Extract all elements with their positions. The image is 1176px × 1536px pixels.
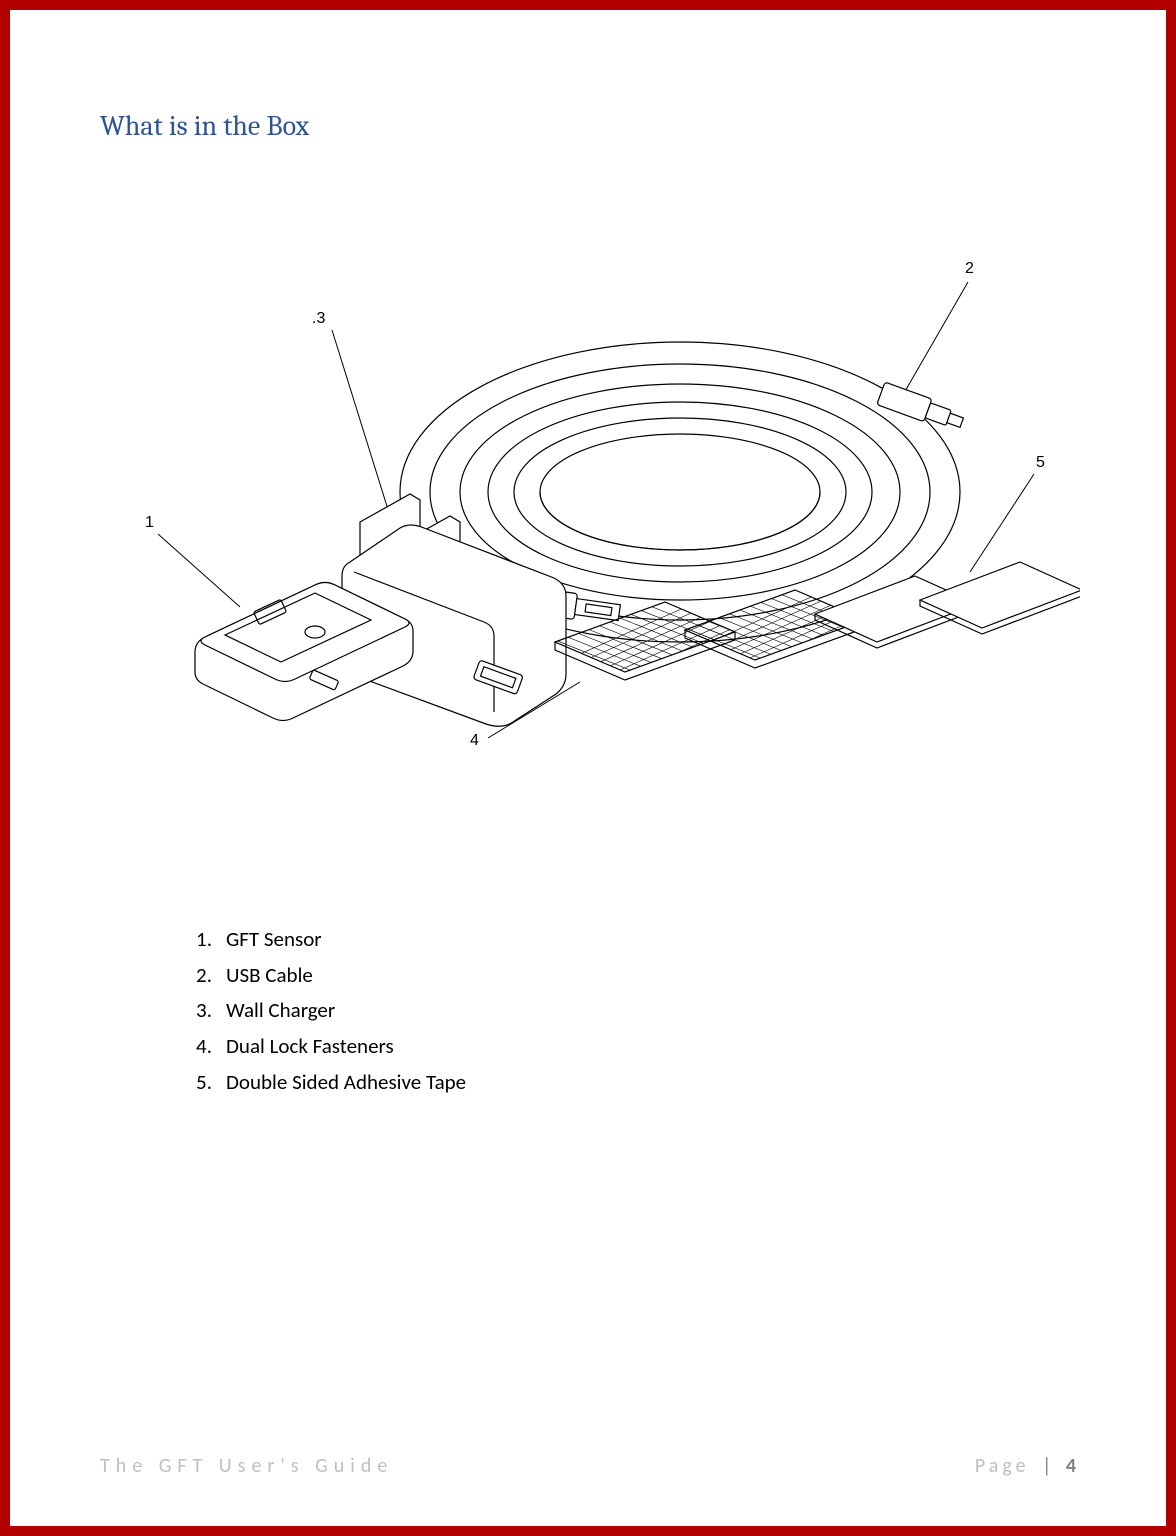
diagram-svg bbox=[100, 182, 1080, 802]
list-item: 2.USB Cable bbox=[180, 958, 1076, 994]
list-item: 4.Dual Lock Fasteners bbox=[180, 1029, 1076, 1065]
page-footer: The GFT User's Guide Page | 4 bbox=[100, 1454, 1076, 1478]
list-item-label: USB Cable bbox=[226, 958, 313, 994]
page-border: What is in the Box 1 2 .3 4 5 bbox=[0, 0, 1176, 1536]
section-heading: What is in the Box bbox=[100, 110, 1076, 142]
callout-2: 2 bbox=[965, 260, 974, 278]
list-item: 5.Double Sided Adhesive Tape bbox=[180, 1065, 1076, 1101]
footer-title: The GFT User's Guide bbox=[100, 1454, 393, 1478]
list-item-label: Dual Lock Fasteners bbox=[226, 1029, 394, 1065]
page-content: What is in the Box 1 2 .3 4 5 bbox=[100, 110, 1076, 1456]
callout-4: 4 bbox=[470, 732, 479, 750]
callout-5: 5 bbox=[1036, 454, 1045, 472]
box-contents-diagram: 1 2 .3 4 5 bbox=[100, 182, 1080, 802]
footer-page: Page | 4 bbox=[975, 1454, 1076, 1478]
callout-1: 1 bbox=[145, 514, 154, 532]
contents-list: 1.GFT Sensor 2.USB Cable 3.Wall Charger … bbox=[180, 922, 1076, 1100]
list-item-label: Double Sided Adhesive Tape bbox=[226, 1065, 466, 1101]
list-item-label: Wall Charger bbox=[226, 993, 335, 1029]
list-item: 3.Wall Charger bbox=[180, 993, 1076, 1029]
list-item: 1.GFT Sensor bbox=[180, 922, 1076, 958]
list-item-label: GFT Sensor bbox=[226, 922, 322, 958]
callout-3: .3 bbox=[312, 310, 325, 328]
